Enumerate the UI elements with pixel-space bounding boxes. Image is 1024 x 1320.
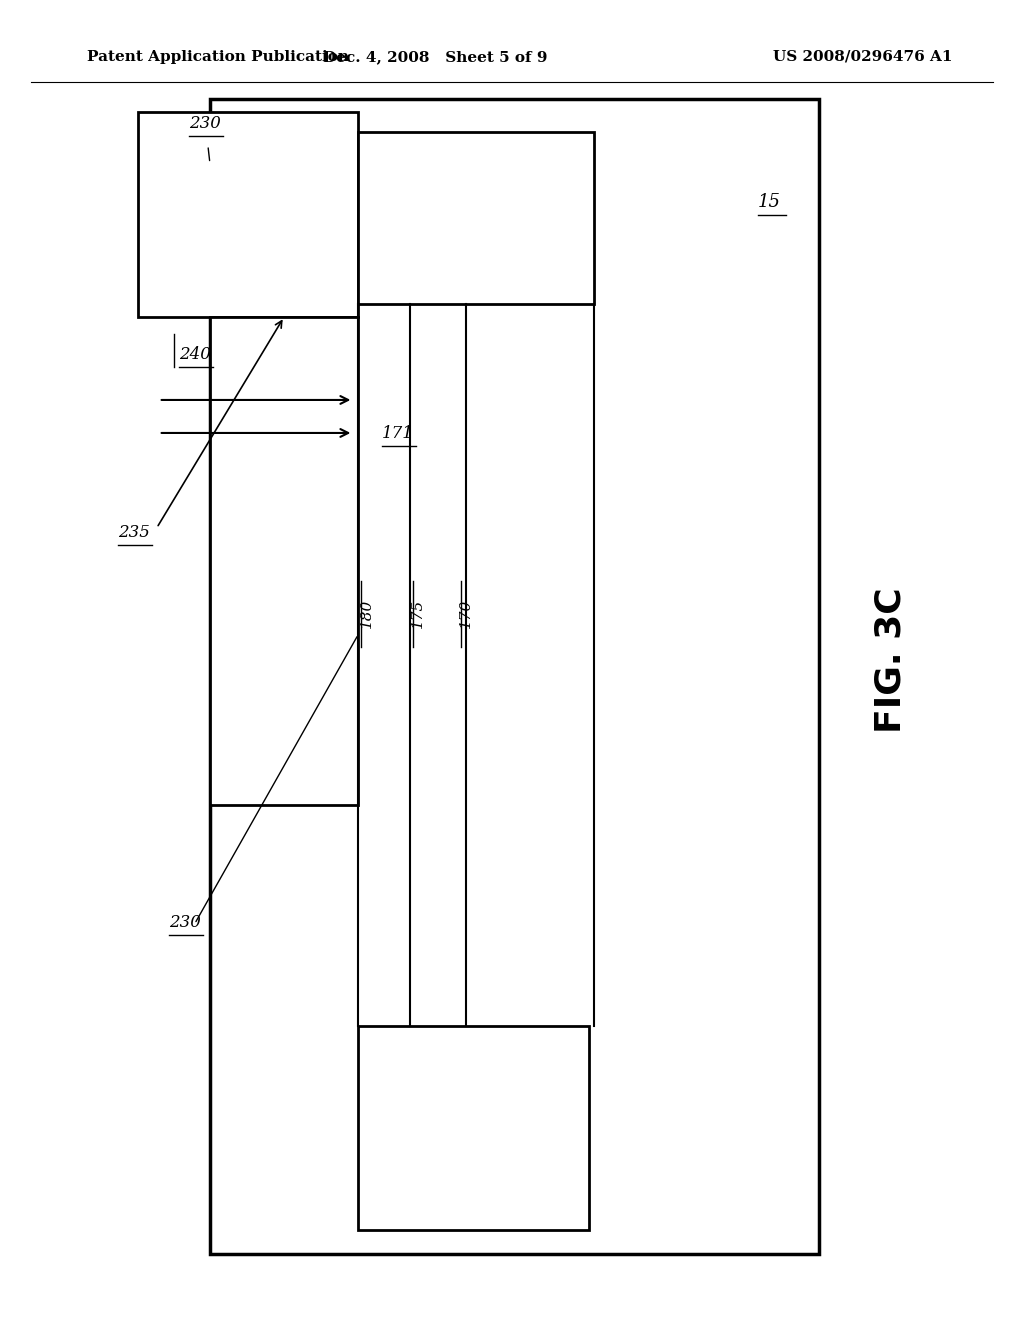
Text: 230: 230 <box>189 115 221 132</box>
Text: FIG. 3C: FIG. 3C <box>873 587 908 733</box>
Text: 180: 180 <box>359 599 374 628</box>
Text: 171: 171 <box>382 425 414 442</box>
Bar <box>358 132 594 304</box>
Bar <box>210 99 819 1254</box>
Text: 230: 230 <box>169 913 201 931</box>
Bar <box>358 1026 589 1230</box>
Text: 235: 235 <box>118 524 150 541</box>
Text: US 2008/0296476 A1: US 2008/0296476 A1 <box>773 50 952 63</box>
Text: 15: 15 <box>758 193 780 211</box>
Bar <box>138 112 358 317</box>
Text: Dec. 4, 2008   Sheet 5 of 9: Dec. 4, 2008 Sheet 5 of 9 <box>323 50 548 63</box>
Bar <box>210 317 358 805</box>
Text: 175: 175 <box>411 599 425 628</box>
Text: 170: 170 <box>459 599 473 628</box>
Text: 240: 240 <box>179 346 211 363</box>
Text: Patent Application Publication: Patent Application Publication <box>87 50 349 63</box>
